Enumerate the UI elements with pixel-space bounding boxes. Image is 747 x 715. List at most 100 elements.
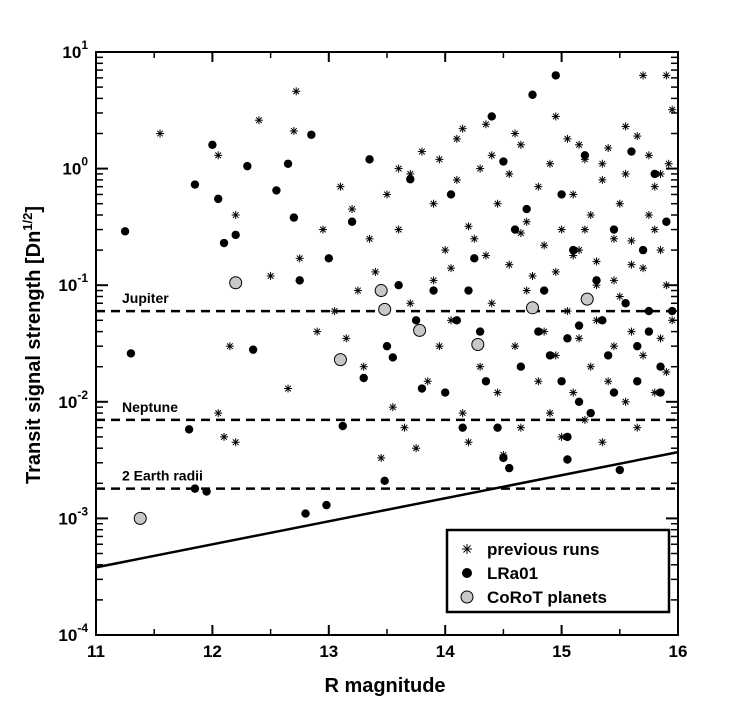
filled-point	[563, 455, 572, 464]
y-axis-title: Transit signal strength [Dn1/2]	[20, 206, 45, 484]
filled-point	[208, 140, 217, 149]
asterisk-point	[406, 299, 415, 308]
filled-point	[656, 362, 665, 371]
y-axis-title-close: ]	[23, 206, 45, 213]
asterisk-point	[156, 129, 165, 138]
asterisk-point	[563, 134, 572, 143]
filled-point	[324, 254, 333, 263]
asterisk-point	[609, 234, 618, 243]
asterisk-point	[505, 169, 514, 178]
asterisk-point	[481, 120, 490, 129]
asterisk-point	[452, 175, 461, 184]
filled-point	[120, 227, 130, 236]
reference-lines: Jupiter Neptune 2 Earth radii	[96, 290, 678, 490]
asterisk-point	[656, 246, 665, 255]
asterisk-point	[545, 409, 554, 418]
asterisk-point	[598, 438, 607, 447]
asterisk-point	[458, 409, 467, 418]
filled-point	[621, 299, 630, 308]
filled-point	[382, 341, 392, 351]
asterisk-point	[650, 182, 659, 191]
asterisk-point	[493, 199, 502, 208]
filled-point	[272, 186, 281, 195]
filled-point	[338, 421, 347, 431]
asterisk-point	[633, 132, 642, 141]
filled-point	[458, 423, 467, 432]
asterisk-point	[580, 415, 589, 424]
asterisk-point	[644, 210, 653, 219]
asterisk-point	[528, 271, 537, 280]
y-tick-label-base: 10	[58, 626, 77, 645]
asterisk-point	[371, 267, 380, 276]
asterisk-point	[598, 159, 607, 168]
y-tick-label: 10-1	[58, 271, 88, 295]
asterisk-point	[412, 444, 421, 453]
x-tick-label: 12	[203, 642, 222, 661]
filled-point	[365, 155, 374, 164]
asterisk-point	[231, 210, 240, 219]
y-tick-label-exponent: -2	[77, 388, 88, 402]
asterisk-point	[505, 260, 514, 269]
asterisk-point	[452, 134, 461, 143]
asterisk-point	[604, 144, 613, 153]
asterisk-point	[435, 342, 444, 351]
data-points	[120, 71, 677, 525]
filled-point	[551, 71, 560, 80]
filled-point	[662, 217, 671, 226]
filled-point	[411, 316, 421, 325]
filled-point	[219, 238, 229, 248]
filled-point	[633, 377, 642, 386]
asterisk-point	[656, 334, 665, 343]
filled-point	[470, 254, 479, 263]
asterisk-point	[284, 384, 293, 393]
y-tick-label-base: 10	[62, 43, 81, 62]
asterisk-point	[487, 151, 496, 160]
x-tick-label: 14	[436, 642, 455, 661]
legend-box	[445, 528, 671, 614]
legend-filled-marker	[462, 568, 472, 578]
asterisk-point	[644, 151, 653, 160]
reference-line-label: Jupiter	[122, 290, 169, 306]
asterisk-point	[575, 246, 584, 255]
asterisk-point	[633, 423, 642, 432]
asterisk-point	[516, 423, 525, 432]
series-lra01	[120, 71, 677, 518]
y-tick-label: 10-2	[58, 388, 88, 412]
y-tick-label-base: 10	[58, 509, 77, 528]
filled-point	[126, 349, 136, 358]
asterisk-point	[639, 71, 648, 80]
filled-point	[499, 157, 508, 166]
filled-point	[301, 509, 310, 518]
asterisk-point	[394, 164, 403, 173]
filled-point	[644, 327, 654, 336]
asterisk-point	[214, 409, 223, 418]
corot-planet-point	[333, 353, 347, 367]
asterisk-point	[569, 190, 578, 199]
asterisk-point	[586, 362, 595, 371]
x-axis-title: R magnitude	[324, 675, 445, 697]
y-tick-label: 10-3	[58, 504, 88, 528]
corot-planet-point	[413, 323, 427, 337]
filled-point	[592, 276, 601, 285]
asterisk-point	[621, 397, 630, 406]
x-tick-label: 15	[552, 642, 571, 661]
asterisk-point	[447, 264, 456, 273]
corot-planet-point	[471, 338, 485, 352]
asterisk-point	[534, 182, 543, 191]
asterisk-point	[664, 159, 673, 168]
filled-point	[487, 112, 496, 121]
asterisk-point	[580, 225, 589, 234]
filled-point	[598, 316, 607, 325]
corot-planet-point	[133, 511, 147, 525]
filled-point	[586, 408, 595, 418]
asterisk-point	[417, 147, 426, 156]
asterisk-point	[511, 129, 520, 138]
filled-point	[243, 161, 252, 171]
asterisk-point	[464, 222, 473, 231]
detection-limit-line	[95, 450, 679, 569]
asterisk-point	[522, 217, 531, 226]
corot-planet-point	[229, 276, 243, 290]
filled-point	[603, 351, 613, 360]
filled-point	[609, 388, 619, 397]
asterisk-point	[289, 127, 298, 136]
